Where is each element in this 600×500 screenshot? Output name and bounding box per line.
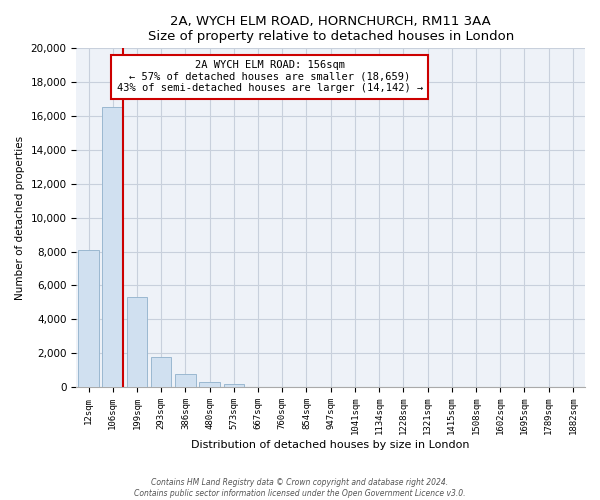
- Y-axis label: Number of detached properties: Number of detached properties: [15, 136, 25, 300]
- Bar: [127, 298, 147, 387]
- Bar: [175, 374, 196, 387]
- X-axis label: Distribution of detached houses by size in London: Distribution of detached houses by size …: [191, 440, 470, 450]
- Bar: [151, 356, 172, 387]
- Title: 2A, WYCH ELM ROAD, HORNCHURCH, RM11 3AA
Size of property relative to detached ho: 2A, WYCH ELM ROAD, HORNCHURCH, RM11 3AA …: [148, 15, 514, 43]
- Bar: [199, 382, 220, 387]
- Bar: [103, 107, 123, 387]
- Bar: [224, 384, 244, 387]
- Text: Contains HM Land Registry data © Crown copyright and database right 2024.
Contai: Contains HM Land Registry data © Crown c…: [134, 478, 466, 498]
- Text: 2A WYCH ELM ROAD: 156sqm
← 57% of detached houses are smaller (18,659)
43% of se: 2A WYCH ELM ROAD: 156sqm ← 57% of detach…: [116, 60, 423, 94]
- Bar: [78, 250, 99, 387]
